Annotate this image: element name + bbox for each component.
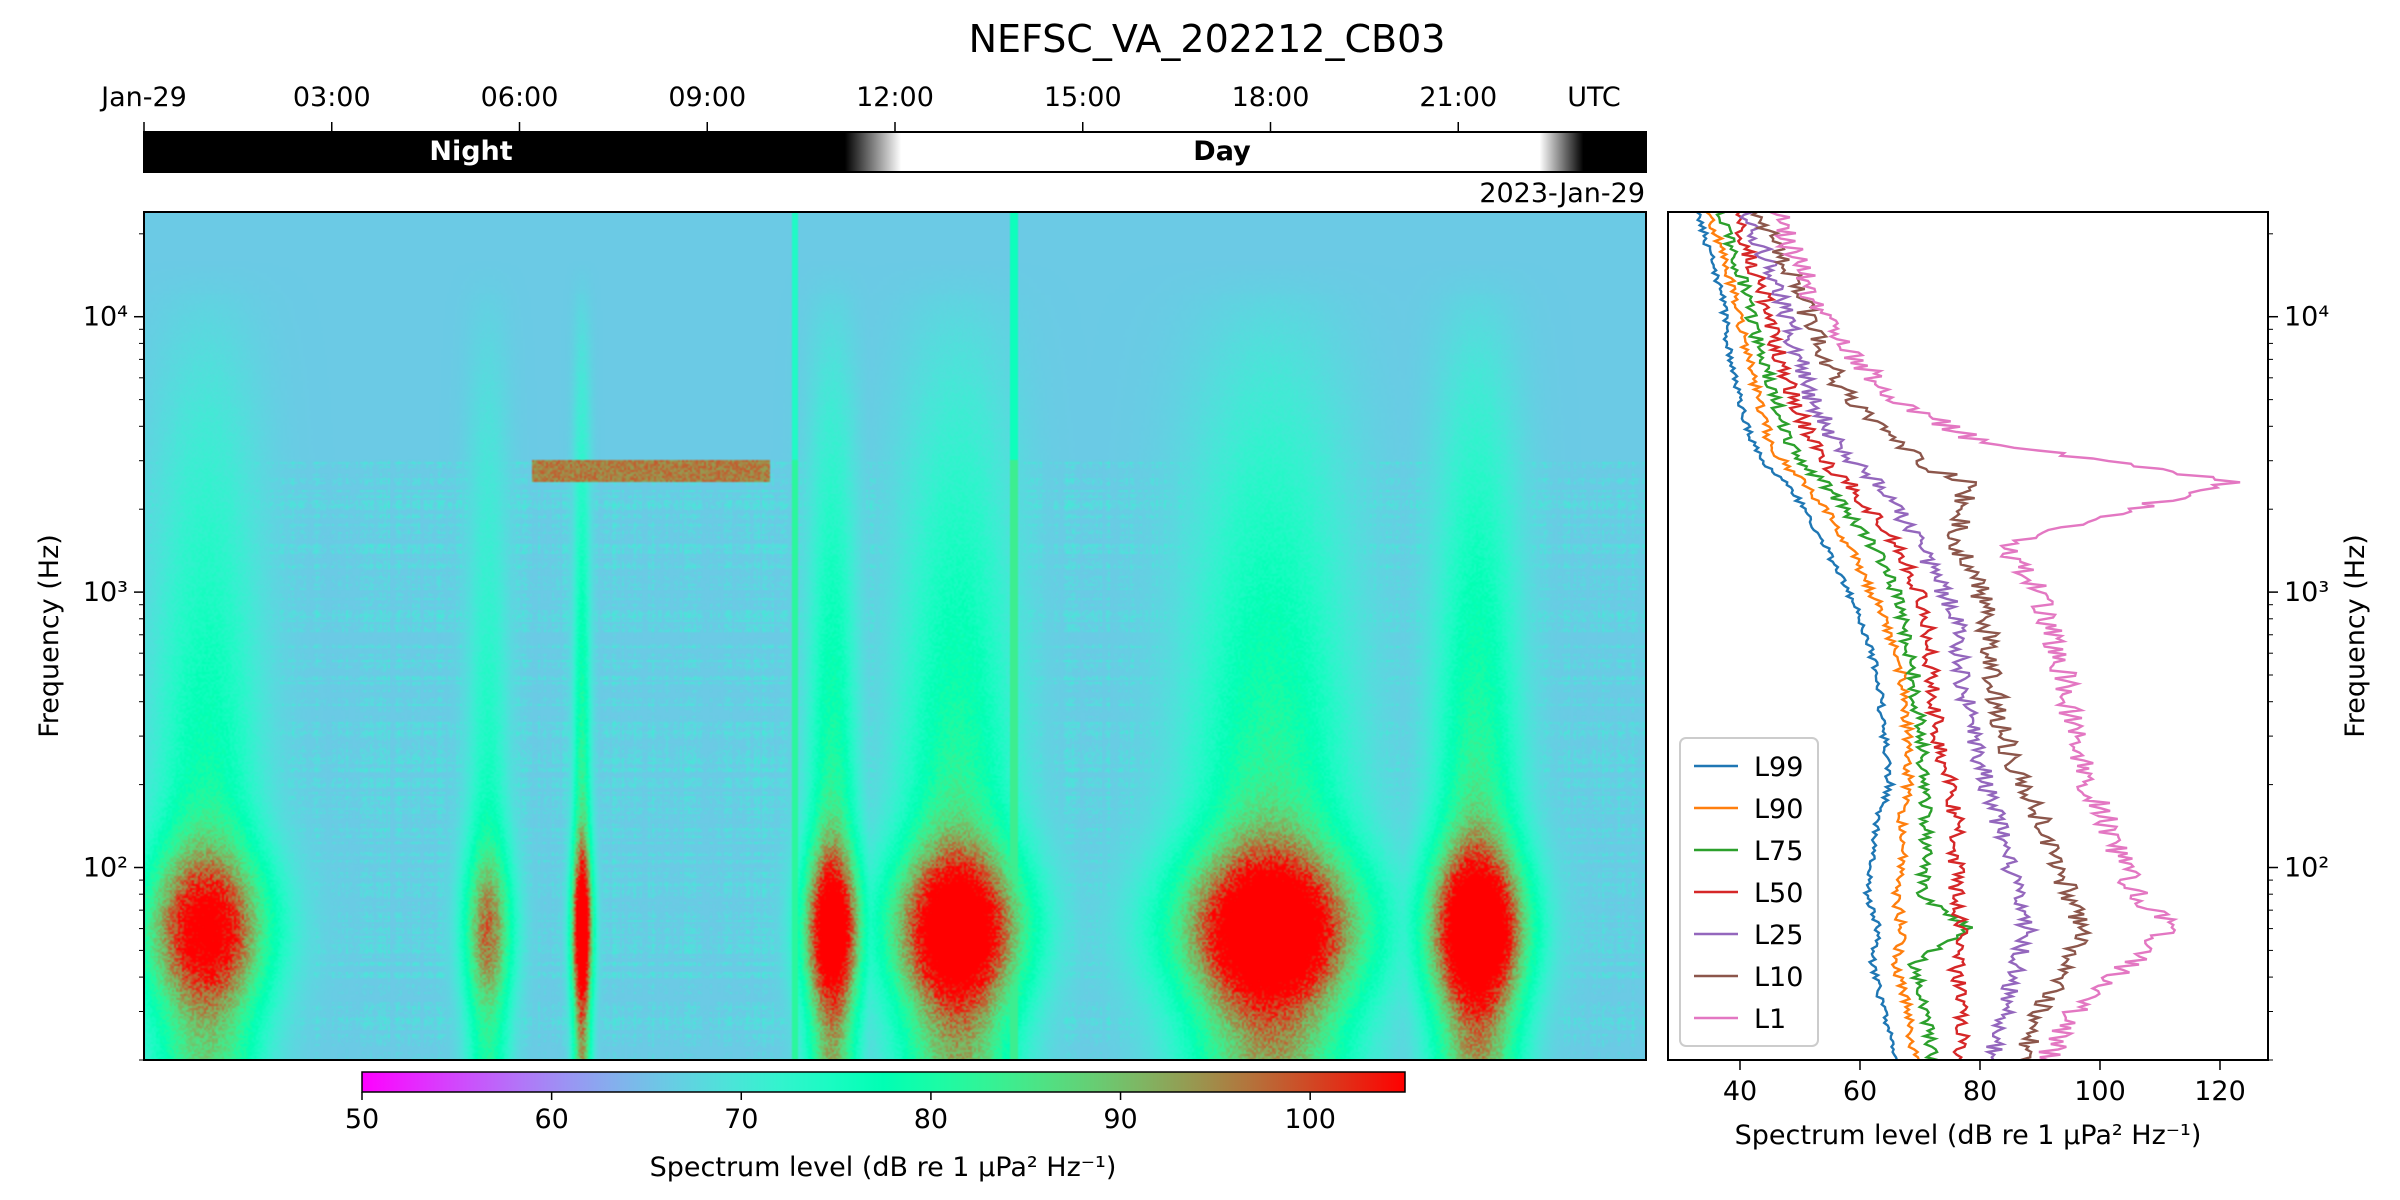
colorbar-bar — [361, 1071, 1406, 1093]
colorbar-label: Spectrum level (dB re 1 μPa² Hz⁻¹) — [650, 1152, 1117, 1183]
day-label: Day — [1193, 136, 1251, 167]
series-line-l50 — [1734, 212, 1972, 1060]
x-tick-label: 80 — [1963, 1076, 1997, 1107]
date-label: 2023-Jan-29 — [1479, 178, 1645, 209]
colorbar-tick-label: 80 — [914, 1104, 948, 1135]
time-tick-label: 18:00 — [1232, 82, 1310, 113]
legend-label: L50 — [1754, 878, 1803, 909]
spectrogram-image — [144, 212, 1646, 1060]
colorbar-ticks: 50 60 70 80 90 100 — [345, 1092, 1336, 1135]
time-tick-label: 06:00 — [481, 82, 559, 113]
series-line-l1 — [1769, 212, 2241, 1060]
percentile-x-label: Spectrum level (dB re 1 μPa² Hz⁻¹) — [1735, 1120, 2202, 1151]
y-tick-label: 10³ — [83, 577, 128, 608]
time-tick-label: 21:00 — [1419, 82, 1497, 113]
time-tick-label: Jan-29 — [99, 82, 187, 113]
colorbar: 50 60 70 80 90 100 Spectrum level (dB re 1 μP… — [345, 1071, 1406, 1183]
spectrogram-y-axis: 10² 10³ 10⁴ — [83, 233, 144, 1061]
legend-label: L10 — [1754, 962, 1803, 993]
x-tick-label: 40 — [1723, 1076, 1757, 1107]
night-label: Night — [429, 136, 512, 167]
colorbar-tick-label: 60 — [534, 1104, 568, 1135]
spectrogram: 10² 10³ 10⁴ Frequency (Hz) — [34, 211, 1647, 1061]
y-tick-label: 10³ — [2284, 577, 2329, 608]
percentile-y-axis: 10² 10³ 10⁴ — [2268, 233, 2329, 1061]
colorbar-tick-label: 100 — [1284, 1104, 1336, 1135]
percentile-panel: 40 60 80 100 120 10² 10³ 10⁴ Spectrum level (d… — [1667, 211, 2371, 1151]
series-line-l99 — [1695, 212, 1899, 1060]
colorbar-tick-label: 50 — [345, 1104, 379, 1135]
spectrogram-y-label: Frequency (Hz) — [34, 534, 65, 738]
percentile-x-axis: 40 60 80 100 120 — [1723, 1060, 2246, 1107]
legend: L99 L90 L75 L50 L25 L10 L1 — [1679, 737, 1819, 1047]
y-tick-label: 10² — [2284, 853, 2329, 884]
legend-label: L90 — [1754, 794, 1803, 825]
series-line-l10 — [1749, 212, 2094, 1060]
chart-title: NEFSC_VA_202212_CB03 — [969, 17, 1446, 61]
percentile-lines — [1695, 212, 2241, 1060]
legend-box — [1679, 737, 1819, 1047]
time-tick-label: 12:00 — [856, 82, 934, 113]
series-line-l25 — [1738, 212, 2041, 1060]
percentile-y-label: Frequency (Hz) — [2340, 534, 2371, 738]
series-line-l75 — [1715, 212, 1973, 1060]
time-tick-label: 15:00 — [1044, 82, 1122, 113]
legend-label: L25 — [1754, 920, 1803, 951]
colorbar-tick-label: 70 — [724, 1104, 758, 1135]
day-night-bar — [143, 131, 1647, 173]
time-tick-label: 09:00 — [668, 82, 746, 113]
x-tick-label: 60 — [1843, 1076, 1877, 1107]
colorbar-tick-label: 90 — [1103, 1104, 1137, 1135]
legend-label: L75 — [1754, 836, 1803, 867]
legend-label: L99 — [1754, 752, 1803, 783]
x-tick-label: 100 — [2074, 1076, 2126, 1107]
series-line-l90 — [1705, 212, 1920, 1060]
time-axis-unit: UTC — [1567, 82, 1621, 113]
legend-label: L1 — [1754, 1004, 1786, 1035]
x-tick-label: 120 — [2194, 1076, 2246, 1107]
y-tick-label: 10² — [83, 853, 128, 884]
time-axis: Jan-29 03:00 06:00 09:00 12:00 15:00 18:00 21:0… — [99, 82, 1497, 132]
time-tick-label: 03:00 — [293, 82, 371, 113]
y-tick-label: 10⁴ — [2284, 302, 2329, 333]
y-tick-label: 10⁴ — [83, 302, 128, 333]
